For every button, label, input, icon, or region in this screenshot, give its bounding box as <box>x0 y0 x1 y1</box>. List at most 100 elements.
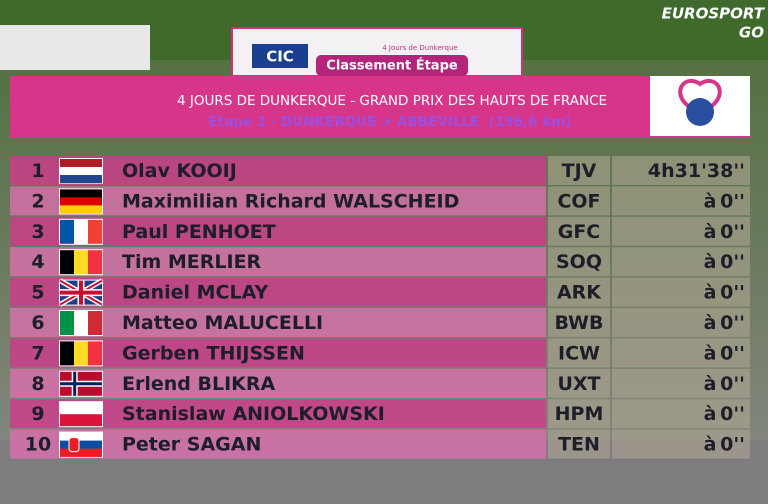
flag-stripe <box>60 311 75 335</box>
time-cell <box>612 156 750 185</box>
team-cell <box>548 156 610 185</box>
rider-name: Erlend BLIKRA <box>122 373 276 395</box>
time-prefix: à <box>704 312 717 334</box>
time: 0'' <box>720 251 745 273</box>
time-cell <box>612 338 750 368</box>
rider-name: Paul PENHOET <box>122 221 276 243</box>
time-prefix: à <box>704 403 717 425</box>
time-cell <box>612 277 750 307</box>
time: 0'' <box>720 190 745 212</box>
team-cell <box>548 338 610 368</box>
time-cell <box>612 429 750 459</box>
time-prefix: à <box>704 282 717 304</box>
flag-stripe <box>60 159 102 168</box>
rank: 4 <box>31 251 44 273</box>
flag-cross <box>60 371 102 396</box>
time: 0'' <box>720 373 745 395</box>
rank: 8 <box>31 373 44 395</box>
time-prefix: à <box>704 373 717 395</box>
team-code: ARK <box>557 282 602 304</box>
team-code: TJV <box>562 160 597 182</box>
rider-name: Matteo MALUCELLI <box>122 312 323 334</box>
time: 0'' <box>720 403 745 425</box>
flag-stripe <box>88 341 103 366</box>
header-title: 4 JOURS DE DUNKERQUE - GRAND PRIX DES HA… <box>177 93 607 109</box>
building <box>0 25 150 70</box>
time-cell <box>612 399 750 429</box>
time-prefix: à <box>704 434 717 456</box>
broadcaster-logo: EUROSPORT <box>662 5 766 23</box>
flag-stripe <box>60 175 102 184</box>
rank: 7 <box>31 342 44 364</box>
flag-stripe <box>74 250 89 275</box>
flag-stripe <box>60 448 102 457</box>
time-cell <box>612 247 750 277</box>
team-code: TEN <box>558 434 600 456</box>
rank: 2 <box>31 190 44 212</box>
team-cell <box>548 186 610 216</box>
rank: 1 <box>31 160 44 182</box>
results-table: 1 Olav KOOIJ TJV 4h31'38'' 2 Maximilian Richa… <box>10 156 750 459</box>
rider-name: Stanislaw ANIOLKOWSKI <box>122 403 385 425</box>
time-prefix: à <box>704 221 717 243</box>
team-code: UXT <box>557 373 600 395</box>
flag-stripe <box>74 311 89 335</box>
rank: 3 <box>31 221 44 243</box>
flag-stripe <box>60 432 102 441</box>
time-cell <box>612 368 750 398</box>
rank: 6 <box>31 312 44 334</box>
team-cell <box>548 247 610 277</box>
time-cell <box>612 216 750 246</box>
flag-stripe <box>88 311 103 335</box>
team-code: ICW <box>558 342 600 364</box>
team-code: HPM <box>555 403 604 425</box>
flag-stripe <box>88 219 103 244</box>
broadcaster-sub: GO <box>739 24 764 42</box>
time: 0'' <box>720 342 745 364</box>
flag-stripe <box>74 341 89 366</box>
sponsor-logo: CIC <box>266 48 294 66</box>
flag-stripe <box>60 197 102 206</box>
rider-name: Olav KOOIJ <box>122 160 237 182</box>
banner-tab <box>316 55 468 76</box>
team-cell <box>548 277 610 307</box>
time: 0'' <box>720 282 745 304</box>
sponsor-box <box>252 44 308 68</box>
flag-cross <box>60 280 102 305</box>
rank: 10 <box>25 434 51 456</box>
team-cell <box>548 308 610 337</box>
rider-name: Gerben THIJSSEN <box>122 342 305 364</box>
team-code: BWB <box>555 312 604 334</box>
rider-name: Peter SAGAN <box>122 434 261 456</box>
team-code: SOQ <box>556 251 602 273</box>
flag-stripe <box>74 219 89 244</box>
banner-tab-text: Classement Étape <box>326 58 458 74</box>
flag-stripe <box>60 414 102 427</box>
time-cell <box>612 186 750 216</box>
header-box <box>10 76 750 138</box>
flag-stripe <box>60 167 102 176</box>
time: 0'' <box>720 312 745 334</box>
event-logo-text: 4 Jours de Dunkerque <box>382 44 458 52</box>
time-prefix: à <box>704 190 717 212</box>
rank: 5 <box>31 282 44 304</box>
flag-stripe <box>60 250 75 275</box>
team-code: COF <box>557 190 600 212</box>
flag-stripe <box>60 440 102 449</box>
time-cell <box>612 308 750 337</box>
flag-emblem <box>68 437 80 453</box>
team-code: GFC <box>558 221 601 243</box>
rider-name: Maximilian Richard WALSCHEID <box>122 190 459 212</box>
flag-stripe <box>88 250 103 275</box>
header-subtitle: Étape 1 - DUNKERQUE > ABBEVILLE (196,6 k… <box>209 113 572 130</box>
time: 0'' <box>720 221 745 243</box>
team-cell <box>548 368 610 398</box>
team-cell <box>548 216 610 246</box>
flag-stripe <box>60 219 75 244</box>
team-cell <box>548 429 610 459</box>
flag-stripe <box>60 189 102 198</box>
time: 0'' <box>720 434 745 456</box>
flag-stripe <box>60 402 102 415</box>
rider-name: Tim MERLIER <box>122 251 262 273</box>
